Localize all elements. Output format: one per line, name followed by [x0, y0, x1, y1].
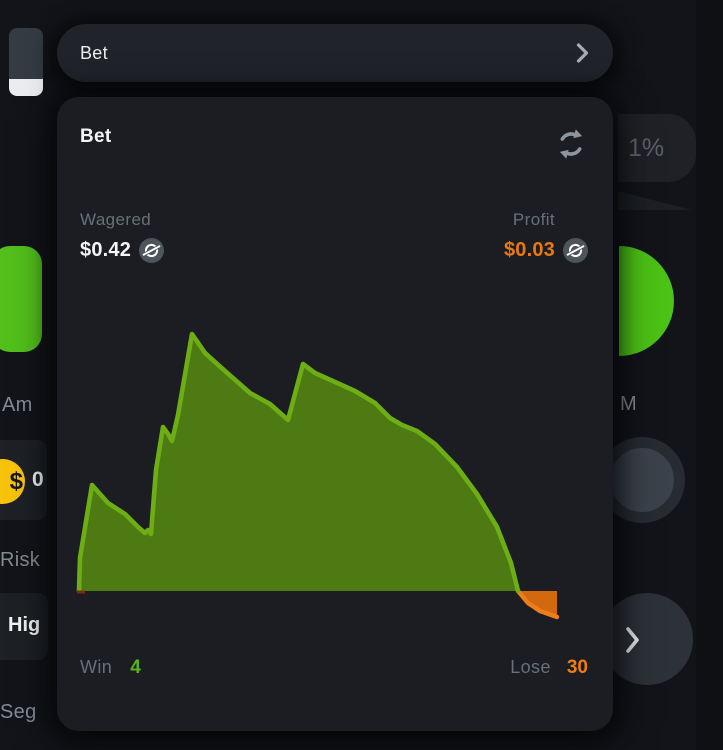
percent-tooltip-value: 1% [628, 133, 665, 162]
refresh-button[interactable] [552, 126, 590, 164]
stats-row: Wagered $0.42 Profit $0.0 [80, 210, 588, 263]
background-knob [599, 437, 685, 523]
right-panel-label: M [620, 393, 637, 415]
background-knob-inner [610, 448, 674, 512]
background-panel-edge [696, 0, 723, 750]
risk-label: Risk [0, 549, 41, 571]
bet-button-right-fragment[interactable] [619, 246, 674, 356]
profit-stat: Profit $0.03 [504, 210, 588, 263]
profit-value: $0.03 [503, 239, 555, 261]
win-line-path [76, 331, 521, 594]
amount-label: Am [2, 394, 33, 416]
wagered-value: $0.42 [80, 239, 132, 261]
percent-tooltip-tail [618, 191, 692, 210]
lose-label: Lose [510, 657, 551, 677]
win-area-path [79, 334, 518, 591]
profit-label: Profit [512, 210, 555, 229]
expand-button[interactable] [601, 593, 693, 685]
risk-select-value: Hig [8, 614, 41, 636]
result-tile-body [9, 28, 43, 79]
win-label: Win [80, 657, 113, 677]
bet-stats-card: Bet Wagered $0.42 [57, 97, 613, 731]
dollar-sign: $ [9, 467, 23, 495]
lose-value: 30 [566, 657, 588, 678]
stellar-coin-icon [139, 238, 165, 263]
result-tile-stripe [9, 79, 43, 96]
win-lose-row: Win 4 Lose 30 [80, 657, 588, 679]
percent-tooltip: 1% [618, 114, 696, 182]
win-value: 4 [130, 657, 141, 678]
result-tile [9, 28, 43, 96]
wagered-stat: Wagered $0.42 [80, 210, 165, 263]
loss-area-path [518, 591, 557, 617]
segments-label: Seg [0, 701, 37, 723]
card-title: Bet [80, 126, 112, 147]
profit-history-chart [76, 331, 560, 620]
risk-select[interactable]: Hig [0, 593, 48, 660]
refresh-icon [559, 129, 583, 159]
wagered-label: Wagered [80, 210, 152, 229]
bet-nav-label: Bet [80, 42, 108, 63]
loss-line-path [515, 588, 560, 620]
chevron-right-icon [576, 43, 589, 63]
stellar-coin-icon [563, 238, 588, 263]
chevron-right-icon [626, 627, 639, 653]
win-stat: Win 4 [80, 657, 141, 679]
bet-nav-row[interactable]: Bet [57, 24, 613, 82]
amount-value: 0 [32, 468, 44, 491]
lose-stat: Lose 30 [510, 657, 588, 679]
bet-button-left-fragment[interactable] [0, 246, 42, 352]
